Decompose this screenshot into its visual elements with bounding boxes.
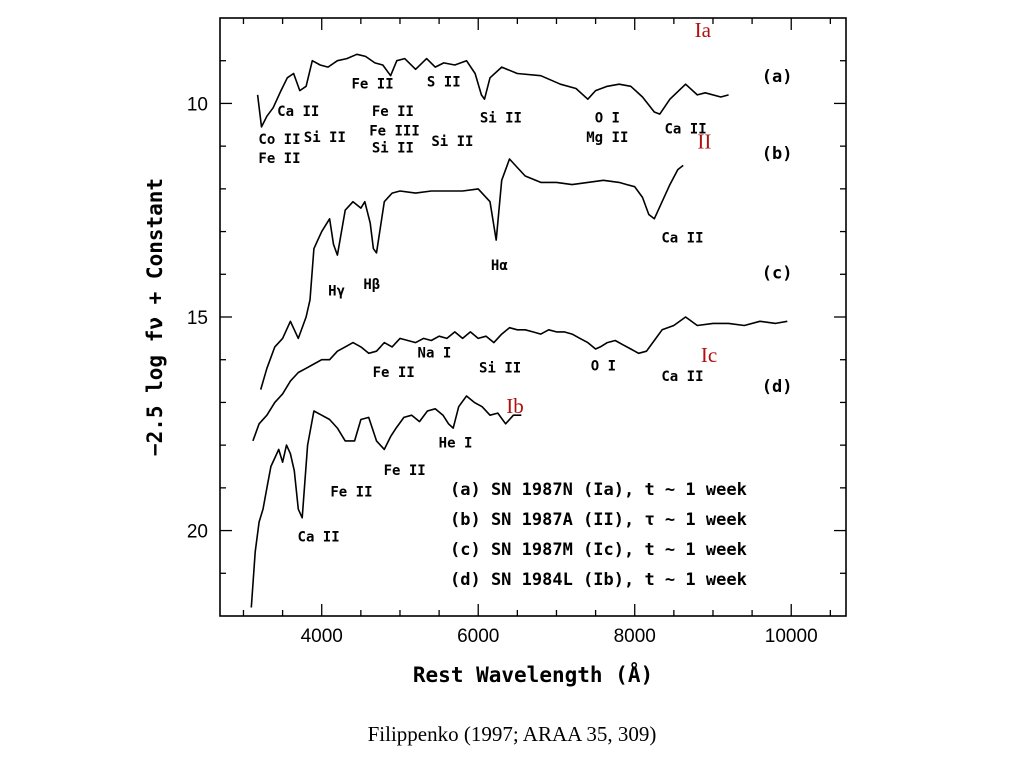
line-id-label: Si II bbox=[479, 361, 521, 377]
line-id-label: Ca II bbox=[298, 529, 340, 545]
line-id-label: Mg II bbox=[586, 130, 628, 146]
y-tick-label: 10 bbox=[187, 94, 208, 115]
line-id-label: O I bbox=[591, 358, 616, 374]
line-id-label: Si II bbox=[431, 134, 473, 150]
x-tick-label: 6000 bbox=[457, 626, 499, 647]
legend: (a) SN 1987N (Ia), t ~ 1 week (b) SN 1987… bbox=[450, 480, 747, 590]
spectrum-line-d bbox=[250, 395, 522, 608]
sn-type-tag: Ia bbox=[695, 18, 712, 42]
spectrum-line-a bbox=[256, 53, 729, 128]
line-id-label: O I bbox=[595, 111, 620, 127]
line-id-label: S II bbox=[427, 74, 461, 90]
sn-type-tag: Ib bbox=[506, 394, 524, 418]
line-id-label: Fe III bbox=[369, 123, 420, 139]
legend-entry: (a) SN 1987N (Ia), t ~ 1 week bbox=[450, 480, 747, 500]
line-id-label: He I bbox=[439, 435, 473, 451]
axis-tick-labels: 4000 6000 8000 10000 10 15 20 bbox=[187, 94, 818, 647]
line-id-label: Na I bbox=[418, 346, 452, 362]
panel-tag: (d) bbox=[762, 377, 793, 397]
legend-entry: (b) SN 1987A (II), τ ~ 1 week bbox=[450, 510, 747, 530]
line-id-label: Ca II bbox=[661, 369, 703, 385]
panel-tag: (a) bbox=[762, 67, 793, 87]
line-id-label: Ca II bbox=[665, 121, 707, 137]
sn-type-tag: II bbox=[697, 129, 711, 153]
sn-type-tags: Ia II Ic Ib bbox=[506, 18, 717, 418]
line-id-label: Hα bbox=[491, 258, 508, 274]
spectrum-line-c bbox=[252, 316, 788, 442]
spectrum-line-b bbox=[259, 158, 684, 390]
y-tick-label: 15 bbox=[187, 308, 208, 329]
line-id-label: Fe II bbox=[384, 463, 426, 479]
legend-entry: (c) SN 1987M (Ic), t ~ 1 week bbox=[450, 540, 747, 560]
line-id-label: Si II bbox=[304, 130, 346, 146]
panel-tags: (a) (b) (c) (d) bbox=[762, 67, 793, 397]
x-axis-title: Rest Wavelength (Å) bbox=[413, 662, 653, 687]
figure-caption: Filippenko (1997; ARAA 35, 309) bbox=[367, 722, 657, 746]
line-id-label: Co II bbox=[258, 132, 300, 148]
y-axis-title: −2.5 log fν + Constant bbox=[143, 178, 167, 456]
panel-tag: (b) bbox=[762, 144, 793, 164]
line-id-label: Fe II bbox=[258, 151, 300, 167]
line-id-label: Fe II bbox=[373, 365, 415, 381]
x-tick-label: 4000 bbox=[301, 626, 343, 647]
spectra-series bbox=[250, 53, 788, 608]
line-id-label: Si II bbox=[480, 111, 522, 127]
legend-entry: (d) SN 1984L (Ib), t ~ 1 week bbox=[450, 570, 747, 590]
line-id-label: Ca II bbox=[661, 230, 703, 246]
sn-type-tag: Ic bbox=[701, 343, 717, 367]
line-id-label: Hβ bbox=[363, 277, 380, 293]
x-tick-label: 10000 bbox=[765, 626, 818, 647]
x-tick-label: 8000 bbox=[614, 626, 656, 647]
line-id-label: Ca II bbox=[277, 104, 319, 120]
panel-tag: (c) bbox=[762, 264, 793, 284]
y-tick-label: 20 bbox=[187, 522, 208, 543]
line-id-label: Si II bbox=[372, 141, 414, 157]
spectra-chart: 4000 6000 8000 10000 10 15 20 Co II Fe II Ca II S… bbox=[143, 17, 847, 687]
line-id-label: Fe II bbox=[372, 104, 414, 120]
axis-ticks bbox=[220, 18, 846, 616]
line-id-label: Hγ bbox=[328, 284, 345, 300]
line-id-label: Fe II bbox=[330, 484, 372, 500]
line-id-label: Fe II bbox=[352, 76, 394, 92]
